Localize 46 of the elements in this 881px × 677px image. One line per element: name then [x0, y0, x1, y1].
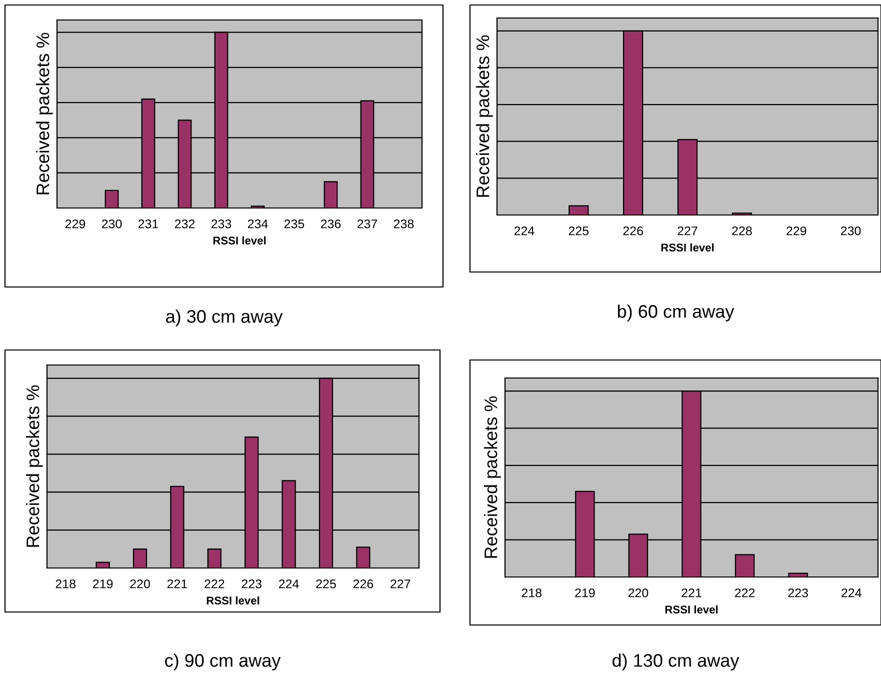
x-tick-label: 238 [394, 219, 414, 228]
x-tick-label: 223 [788, 588, 808, 598]
x-tick-label: 231 [138, 219, 158, 228]
x-tick-label: 226 [623, 226, 643, 236]
x-tick-label: 224 [279, 579, 299, 588]
y-axis-title: Received packets % [36, 32, 53, 194]
y-axis-title: Received packets % [26, 385, 43, 547]
x-tick-label: 228 [732, 226, 752, 236]
x-tick-label: 222 [734, 588, 755, 598]
x-tick-label: 230 [840, 226, 861, 236]
text: c) 90 cm away [165, 654, 281, 670]
x-tick-label: 220 [130, 579, 150, 588]
x-axis-title: RSSI level [206, 596, 260, 604]
x-tick-label: 219 [575, 588, 595, 598]
x-tick-label: 237 [357, 219, 378, 228]
x-tick-label: 222 [204, 579, 224, 588]
x-tick-label: 233 [211, 219, 232, 228]
x-tick-label: 234 [248, 219, 268, 228]
x-tick-label: 224 [842, 588, 862, 598]
x-tick-label: 218 [522, 588, 542, 598]
x-tick-label: 224 [514, 226, 534, 236]
x-tick-label: 219 [93, 579, 113, 588]
x-axis-title: RSSI level [661, 243, 714, 252]
text: d) 130 cm away [612, 654, 740, 670]
x-tick-label: 223 [242, 579, 262, 588]
x-tick-label: 221 [682, 588, 702, 598]
x-tick-label: 226 [353, 579, 374, 588]
x-tick-label: 232 [174, 219, 195, 228]
x-tick-label: 221 [167, 579, 188, 588]
x-axis-title: RSSI level [213, 236, 266, 244]
x-tick-label: 229 [65, 219, 86, 228]
x-tick-label: 225 [568, 226, 589, 236]
text: a) 30 cm away [166, 310, 283, 326]
y-axis-title: Received packets % [484, 396, 501, 558]
y-axis-title: Received packets % [476, 35, 493, 197]
x-axis-title: RSSI level [665, 605, 718, 614]
x-tick-label: 218 [56, 579, 76, 588]
text: b) 60 cm away [618, 304, 734, 322]
x-tick-label: 230 [102, 219, 122, 228]
x-tick-label: 227 [390, 579, 410, 588]
x-tick-label: 227 [678, 226, 698, 236]
x-tick-label: 236 [320, 219, 341, 228]
x-tick-label: 225 [316, 579, 336, 588]
x-tick-label: 220 [628, 588, 648, 598]
x-tick-label: 229 [786, 226, 806, 236]
x-tick-label: 235 [284, 219, 304, 228]
